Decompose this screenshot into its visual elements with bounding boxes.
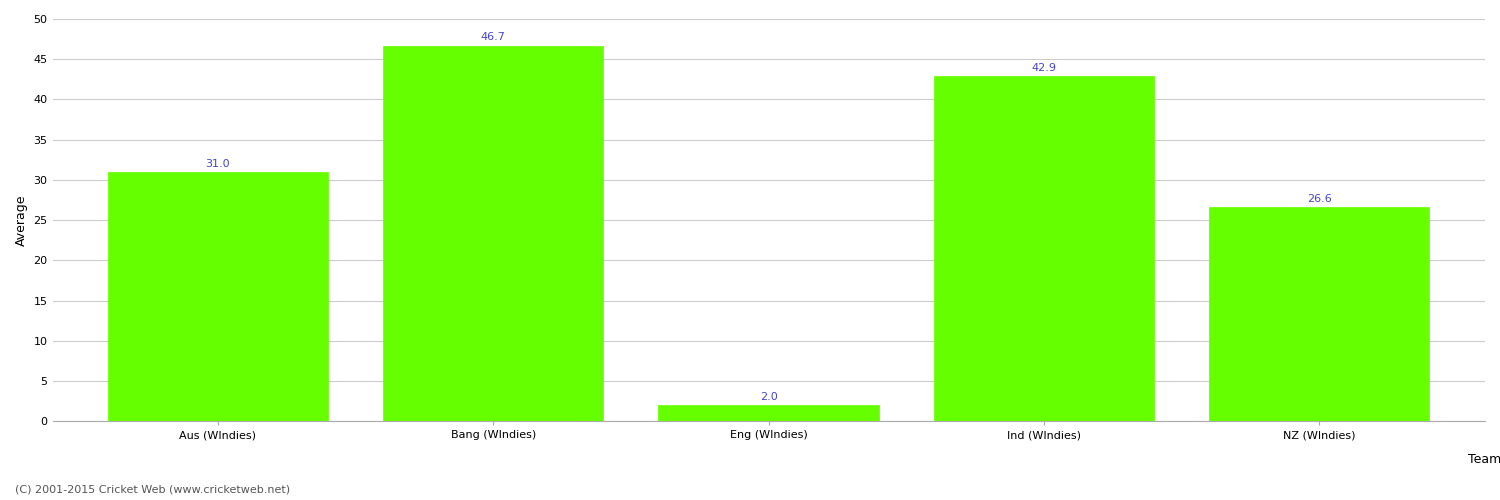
Bar [933, 76, 1154, 421]
Bar [658, 405, 879, 421]
Text: 2.0: 2.0 [759, 392, 777, 402]
Bar [382, 46, 603, 421]
Text: 31.0: 31.0 [206, 158, 230, 168]
Bar [108, 172, 328, 421]
Text: (C) 2001-2015 Cricket Web (www.cricketweb.net): (C) 2001-2015 Cricket Web (www.cricketwe… [15, 485, 290, 495]
Text: 42.9: 42.9 [1032, 63, 1056, 73]
X-axis label: Team: Team [1468, 454, 1500, 466]
Text: 46.7: 46.7 [480, 32, 506, 42]
Text: 26.6: 26.6 [1306, 194, 1332, 204]
Y-axis label: Average: Average [15, 194, 28, 246]
Bar [1209, 207, 1429, 421]
